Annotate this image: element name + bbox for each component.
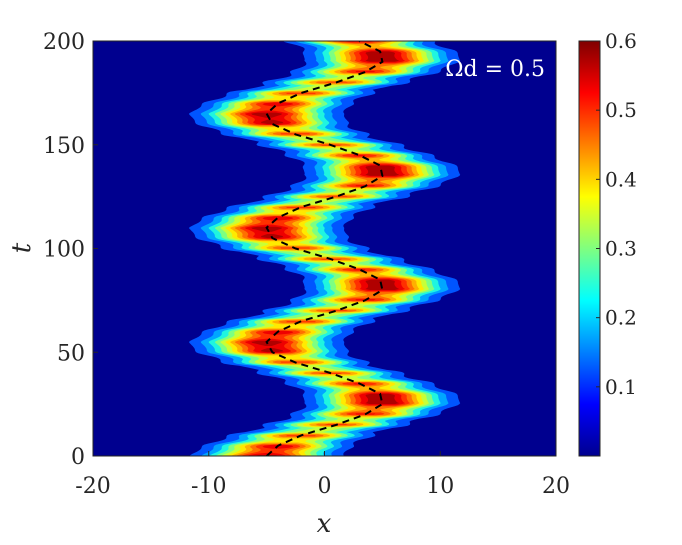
contour-band-0.55-10 [365, 165, 400, 176]
contour-fill-group [189, 37, 461, 456]
contour-band-0.5-14 [353, 155, 366, 157]
contour-band-0.45-18 [324, 195, 348, 197]
contour-band-0.5-17 [355, 71, 376, 73]
x-axis-label: x [317, 509, 332, 539]
contour-band-0.55-6 [365, 279, 400, 290]
colorbar: 0.1 0.2 0.3 0.4 0.5 0.6 [578, 29, 637, 457]
colorbar-tick-label: 0.1 [605, 375, 637, 399]
contour-band-0.5-9 [353, 269, 366, 271]
colorbar-tick-label: 0.2 [605, 306, 637, 330]
y-tick-label: 0 [71, 445, 85, 470]
x-axis-ticks: -20 -10 0 10 20 [75, 451, 570, 499]
x-tick-label: -10 [191, 474, 226, 499]
y-tick-label: 50 [57, 341, 85, 366]
contour-band-0.45-25 [286, 92, 316, 94]
colorbar-tick-label: 0.4 [605, 167, 637, 191]
contour-band-0.55-2 [365, 393, 400, 405]
y-axis-label: t [7, 242, 37, 253]
contour-band-0.45-17 [286, 207, 316, 208]
y-tick-label: 150 [43, 134, 85, 159]
x-tick-label: 10 [426, 474, 454, 499]
contour-band-0.55-11 [261, 119, 284, 124]
x-tick-label: 0 [318, 474, 332, 499]
trajectory-dashed-line [265, 41, 384, 456]
contour-band-0.45-10 [324, 309, 348, 311]
annotation-omega-d: Ωd = 0.5 [445, 57, 545, 82]
y-tick-label: 100 [43, 238, 85, 263]
contour-band-0.55-15 [342, 37, 376, 41]
colorbar-tick-label: 0.3 [605, 237, 637, 261]
colorbar-ticks: 0.1 0.2 0.3 0.4 0.5 0.6 [596, 29, 637, 399]
x-tick-label: -20 [75, 474, 110, 499]
contour-band-0.5-11 [262, 216, 294, 221]
y-axis-ticks: 0 50 100 150 200 [43, 30, 98, 470]
colorbar-tick-label: 0.6 [605, 29, 637, 53]
plot-area: Ωd = 0.5 [92, 37, 557, 457]
x-tick-label: 20 [542, 474, 570, 499]
contour-band-0.5-0 [246, 452, 287, 456]
colorbar-tick-label: 0.5 [605, 98, 637, 122]
contour-band-0.5-16 [262, 102, 294, 107]
contour-band-0.55-14 [365, 51, 400, 62]
y-tick-label: 200 [43, 30, 85, 55]
